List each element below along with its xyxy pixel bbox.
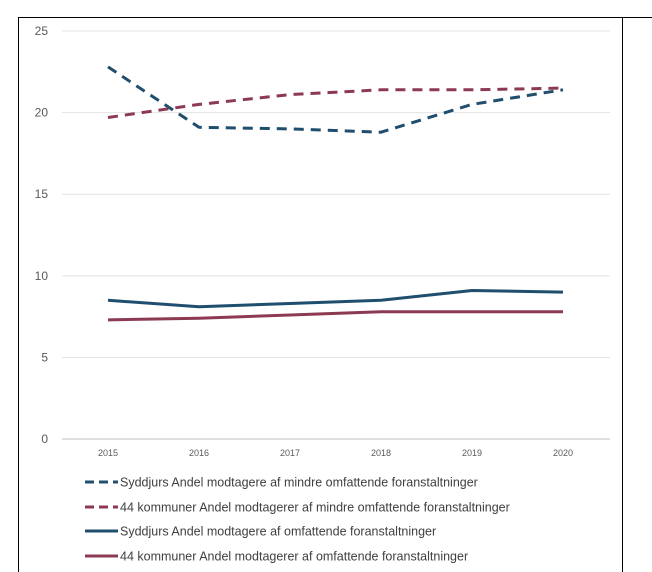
x-tick-label: 2019 xyxy=(462,448,482,458)
y-tick-label: 15 xyxy=(35,187,49,201)
legend-label: Syddjurs Andel modtagere af mindre omfat… xyxy=(120,476,478,490)
y-tick-label: 0 xyxy=(41,432,48,446)
legend-label: 44 kommuner Andel modtagerer af mindre o… xyxy=(120,501,510,515)
legend-label: 44 kommuner Andel modtagerer af omfatten… xyxy=(120,550,468,564)
x-axis-ticks: 2015 2016 2017 2018 2019 2020 xyxy=(98,448,573,458)
series-line-1 xyxy=(107,65,564,134)
x-tick-label: 2015 xyxy=(98,448,118,458)
x-tick-label: 2018 xyxy=(371,448,391,458)
y-tick-label: 5 xyxy=(41,350,48,364)
gridlines xyxy=(62,30,610,440)
y-tick-label: 25 xyxy=(35,24,49,38)
x-tick-label: 2016 xyxy=(189,448,209,458)
y-tick-label: 10 xyxy=(35,269,49,283)
legend-label: Syddjurs Andel modtagere af omfattende f… xyxy=(120,525,436,539)
series-lines xyxy=(107,65,564,322)
series-line-4 xyxy=(107,310,563,322)
series-line-3 xyxy=(107,289,564,309)
x-tick-label: 2020 xyxy=(553,448,573,458)
y-axis-ticks: 0 5 10 15 20 25 xyxy=(35,24,49,446)
series-line-2 xyxy=(107,86,564,119)
legend: Syddjurs Andel modtagere af mindre omfat… xyxy=(85,476,510,564)
y-tick-label: 20 xyxy=(35,106,49,120)
x-tick-label: 2017 xyxy=(280,448,300,458)
